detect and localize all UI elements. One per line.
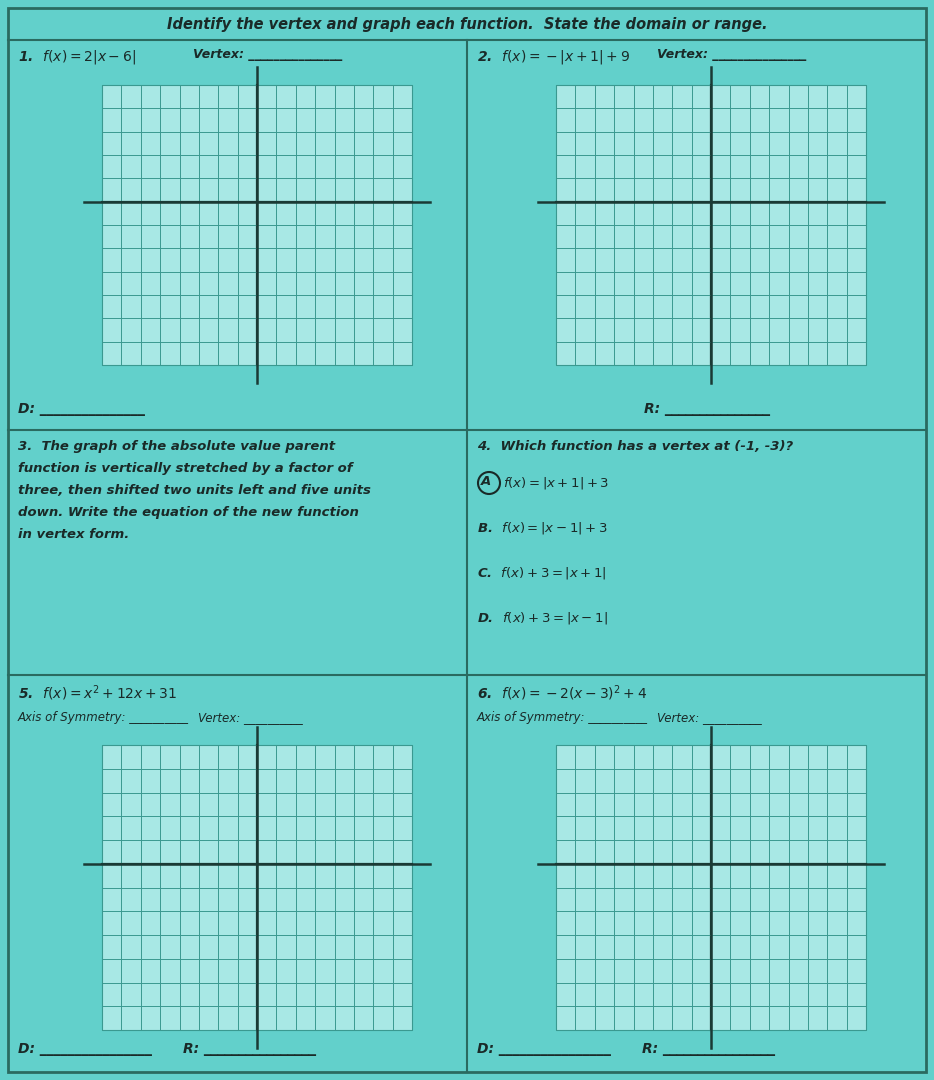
Text: D: _______________: D: _______________ bbox=[18, 402, 145, 416]
Text: D: ________________: D: ________________ bbox=[477, 1042, 611, 1056]
Text: 1.  $\mathit{f}(x) = 2|x - 6|$: 1. $\mathit{f}(x) = 2|x - 6|$ bbox=[18, 48, 136, 66]
Text: Axis of Symmetry: __________: Axis of Symmetry: __________ bbox=[18, 711, 189, 724]
Text: R: _______________: R: _______________ bbox=[644, 402, 770, 416]
Text: A: A bbox=[481, 475, 491, 488]
Text: D: ________________: D: ________________ bbox=[18, 1042, 152, 1056]
Bar bbox=[556, 745, 866, 1030]
Text: R: ________________: R: ________________ bbox=[642, 1042, 775, 1056]
Text: C.  $\mathit{f}(x) + 3 = |x + 1|$: C. $\mathit{f}(x) + 3 = |x + 1|$ bbox=[477, 565, 606, 581]
Text: 4.  Which function has a vertex at (-1, -3)?: 4. Which function has a vertex at (-1, -… bbox=[477, 440, 793, 453]
Text: Axis of Symmetry: __________: Axis of Symmetry: __________ bbox=[477, 711, 648, 724]
Text: $\mathit{f}(x) = |x + 1| + 3$: $\mathit{f}(x) = |x + 1| + 3$ bbox=[503, 475, 609, 491]
Text: Vertex: __________: Vertex: __________ bbox=[198, 711, 303, 724]
Text: 6.  $\mathit{f}(x) = -2(x - 3)^2 + 4$: 6. $\mathit{f}(x) = -2(x - 3)^2 + 4$ bbox=[477, 683, 647, 703]
Text: 2.  $\mathit{f}(x) = -|x + 1| + 9$: 2. $\mathit{f}(x) = -|x + 1| + 9$ bbox=[477, 48, 630, 66]
Bar bbox=[556, 85, 866, 365]
Text: D.  $\mathit{f}(x) + 3 = |x - 1|$: D. $\mathit{f}(x) + 3 = |x - 1|$ bbox=[477, 610, 608, 626]
Text: down. Write the equation of the new function: down. Write the equation of the new func… bbox=[18, 507, 359, 519]
Bar bbox=[102, 745, 412, 1030]
Text: in vertex form.: in vertex form. bbox=[18, 528, 129, 541]
Text: Vertex: _______________: Vertex: _______________ bbox=[657, 48, 806, 60]
Text: 5.  $\mathit{f}(x) = x^2 + 12x + 31$: 5. $\mathit{f}(x) = x^2 + 12x + 31$ bbox=[18, 683, 177, 703]
Text: Identify the vertex and graph each function.  State the domain or range.: Identify the vertex and graph each funct… bbox=[167, 16, 767, 31]
Text: Vertex: __________: Vertex: __________ bbox=[657, 711, 762, 724]
Text: Vertex: _______________: Vertex: _______________ bbox=[193, 48, 342, 60]
Bar bbox=[102, 85, 412, 365]
Text: three, then shifted two units left and five units: three, then shifted two units left and f… bbox=[18, 484, 371, 497]
Text: R: ________________: R: ________________ bbox=[183, 1042, 316, 1056]
Text: function is vertically stretched by a factor of: function is vertically stretched by a fa… bbox=[18, 462, 352, 475]
Text: B.  $\mathit{f}(x) = |x - 1| + 3$: B. $\mathit{f}(x) = |x - 1| + 3$ bbox=[477, 519, 608, 536]
Text: 3.  The graph of the absolute value parent: 3. The graph of the absolute value paren… bbox=[18, 440, 335, 453]
